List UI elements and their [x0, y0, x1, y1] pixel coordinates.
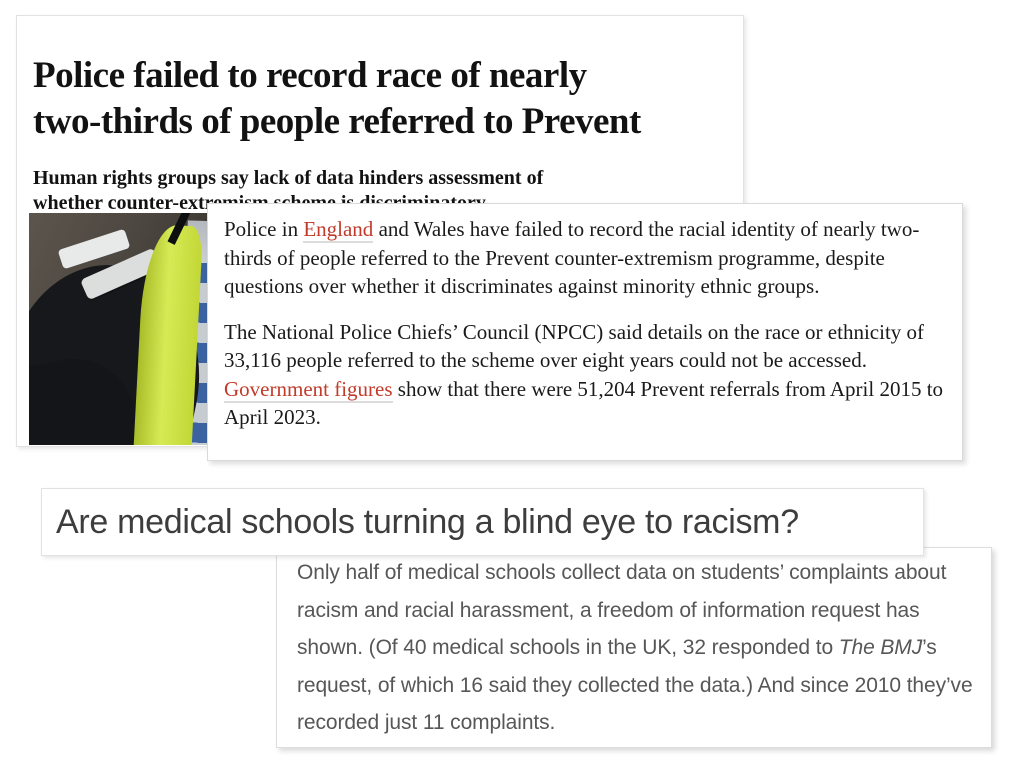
- guardian-excerpt-card: Police in England and Wales have failed …: [207, 203, 963, 461]
- guardian-excerpt-text: Police in England and Wales have failed …: [224, 215, 954, 449]
- text-run: Police in: [224, 217, 304, 241]
- police-officer-shoulder-photo: [29, 213, 221, 445]
- text-run: The National Police Chiefs’ Council (NPC…: [224, 319, 925, 373]
- bmj-article-headline: Are medical schools turning a blind eye …: [56, 503, 799, 541]
- text-run: show that there were 51,204 Prevent refe…: [224, 376, 944, 430]
- bmj-headline-card: Are medical schools turning a blind eye …: [41, 488, 924, 556]
- excerpt-paragraph: Police in England and Wales have failed …: [224, 215, 954, 301]
- text-run: Only half of medical schools collect dat…: [297, 561, 947, 659]
- inline-link[interactable]: England: [303, 217, 374, 243]
- bmj-excerpt-text: Only half of medical schools collect dat…: [297, 554, 977, 742]
- text-line: two-thirds of people referred to Prevent: [33, 100, 641, 142]
- inline-link[interactable]: Government figures: [224, 376, 393, 403]
- text-line: Human rights groups say lack of data hin…: [33, 166, 544, 189]
- italic-text: The BMJ: [838, 636, 923, 659]
- text-line: Police failed to record race of nearly: [33, 54, 587, 96]
- text-run: and Wales have failed to record the raci…: [224, 217, 920, 298]
- text-run: ’s request, of which 16 said they collec…: [297, 636, 973, 734]
- guardian-article-headline: Police failed to record race of nearly tw…: [33, 53, 741, 145]
- bmj-excerpt-card: Only half of medical schools collect dat…: [276, 547, 992, 748]
- excerpt-paragraph: The National Police Chiefs’ Council (NPC…: [224, 318, 954, 432]
